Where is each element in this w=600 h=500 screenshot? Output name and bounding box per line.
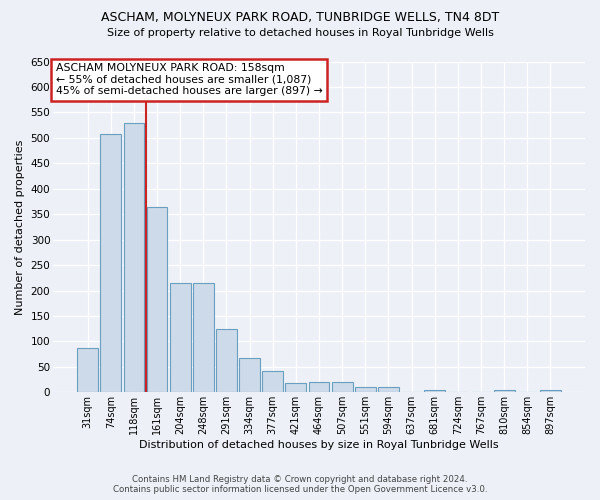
Bar [308, 382, 329, 392]
Bar [124, 122, 145, 392]
Text: Contains HM Land Registry data © Crown copyright and database right 2024.
Contai: Contains HM Land Registry data © Crown c… [113, 474, 487, 494]
Bar [424, 390, 445, 392]
Bar [540, 390, 561, 392]
Y-axis label: Number of detached properties: Number of detached properties [15, 139, 25, 314]
Bar [355, 387, 376, 392]
Text: Size of property relative to detached houses in Royal Tunbridge Wells: Size of property relative to detached ho… [107, 28, 493, 38]
Text: ASCHAM, MOLYNEUX PARK ROAD, TUNBRIDGE WELLS, TN4 8DT: ASCHAM, MOLYNEUX PARK ROAD, TUNBRIDGE WE… [101, 11, 499, 24]
Bar [100, 134, 121, 392]
Text: ASCHAM MOLYNEUX PARK ROAD: 158sqm
← 55% of detached houses are smaller (1,087)
4: ASCHAM MOLYNEUX PARK ROAD: 158sqm ← 55% … [56, 63, 322, 96]
Bar [262, 371, 283, 392]
Bar [216, 328, 237, 392]
Bar [193, 283, 214, 393]
Bar [170, 283, 191, 393]
X-axis label: Distribution of detached houses by size in Royal Tunbridge Wells: Distribution of detached houses by size … [139, 440, 499, 450]
Bar [146, 206, 167, 392]
Bar [77, 348, 98, 393]
Bar [286, 383, 307, 392]
Bar [332, 382, 353, 392]
Bar [378, 387, 399, 392]
Bar [494, 390, 515, 392]
Bar [239, 358, 260, 392]
